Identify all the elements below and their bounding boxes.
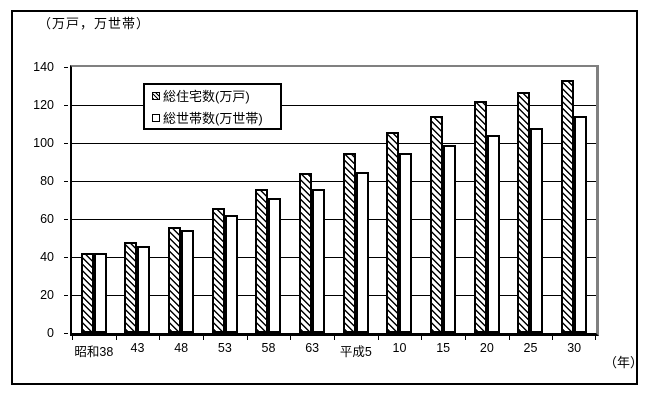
x-axis-tick-mark (159, 336, 161, 340)
y-axis-tick-label: 20 (40, 287, 54, 302)
bar-households (486, 135, 500, 333)
x-axis-category-label: 58 (261, 341, 276, 355)
x-axis-category-label: 43 (130, 341, 145, 355)
x-axis-category-label: 10 (392, 341, 407, 355)
bar-households (181, 230, 195, 333)
legend-item: 総世帯数(万世帯) (152, 108, 280, 127)
y-axis-tick-label: 80 (40, 173, 54, 188)
x-axis-category-label: 20 (479, 341, 494, 355)
y-axis-tick-mark (64, 332, 68, 334)
bar-housing (342, 152, 356, 333)
bar-households (93, 253, 107, 333)
y-axis-tick-label: 140 (33, 59, 54, 74)
bar-housing (124, 241, 138, 333)
x-axis-category-label: 63 (305, 341, 320, 355)
y-axis-tick-mark (64, 256, 68, 258)
hatched-square-icon (152, 91, 160, 100)
bar-housing (473, 101, 487, 333)
bar-group-63: 63 (290, 67, 334, 355)
legend-item: 総住宅数(万戸) (152, 86, 280, 105)
bar-group-10: 10 (378, 67, 422, 355)
bar-housing (168, 226, 182, 333)
x-axis-unit-label: （年） (604, 355, 644, 370)
y-axis-tick-label: 40 (40, 249, 54, 264)
y-axis-tick-mark (64, 66, 68, 68)
x-axis-category-label: 53 (217, 341, 232, 355)
bar-households (530, 127, 544, 333)
y-axis-tick-label: 100 (33, 135, 54, 150)
bar-group-53: 53 (203, 67, 247, 355)
bar-housing (299, 173, 313, 333)
white-square-icon (152, 113, 160, 122)
gridline-120 (72, 104, 596, 106)
y-axis-tick-mark (64, 104, 68, 106)
y-axis-tick-label: 60 (40, 211, 54, 226)
x-axis-category-label: 昭和38 (74, 345, 114, 359)
bar-group-25: 25 (509, 67, 553, 355)
bar-group-43: 43 (116, 67, 160, 355)
bar-housing (561, 80, 575, 333)
x-axis-category-label: 平成5 (339, 345, 372, 359)
x-axis-tick-mark (421, 336, 423, 340)
gridline-20 (72, 294, 596, 296)
legend: 総住宅数(万戸) 総世帯数(万世帯) (143, 83, 282, 130)
x-axis-category-label: 48 (174, 341, 189, 355)
x-axis-tick-mark (595, 336, 596, 340)
bar-group-15: 15 (421, 67, 465, 355)
legend-item-label: 総住宅数(万戸) (163, 89, 250, 104)
bar-households (574, 116, 588, 333)
bar-households (399, 152, 413, 333)
x-axis-tick-mark (72, 336, 73, 340)
x-axis-tick-mark (203, 336, 204, 340)
x-axis-category-label: 15 (436, 341, 451, 355)
x-axis-tick-mark (377, 336, 379, 340)
x-axis-tick-mark (115, 336, 117, 340)
bar-housing (386, 131, 400, 333)
y-axis-tick-label: 0 (47, 325, 54, 340)
gridline-60 (72, 218, 596, 220)
x-axis-tick-mark (290, 336, 292, 340)
bar-households (268, 198, 282, 333)
y-axis-labels: 0 20 40 60 80 100 120 140 (24, 60, 62, 340)
bar-housing (211, 207, 225, 333)
bar-housing (80, 253, 94, 333)
x-axis-category-label: 25 (523, 341, 538, 355)
bar-households (312, 188, 326, 333)
bar-group-48: 48 (159, 67, 203, 355)
bar-group-58: 58 (247, 67, 291, 355)
gridline-80 (72, 180, 596, 182)
legend-item-label: 総世帯数(万世帯) (163, 111, 263, 126)
y-axis-tick-mark (64, 294, 68, 296)
x-axis-tick-mark (334, 336, 335, 340)
y-axis-unit-label: （万戸，万世帯） (38, 16, 151, 31)
x-axis-tick-mark (465, 336, 466, 340)
bar-group-30: 30 (552, 67, 596, 355)
bar-housing (430, 116, 444, 333)
gridline-100 (72, 142, 596, 144)
bar-households (224, 215, 238, 333)
y-axis-tick-label: 120 (33, 97, 54, 112)
y-axis-tick-mark (64, 218, 68, 220)
bar-households (443, 144, 457, 333)
bar-group-平成5: 平成5 (334, 67, 378, 359)
x-axis-tick-mark (552, 336, 554, 340)
y-axis-tick-mark (64, 142, 68, 144)
bar-housing (517, 91, 531, 333)
y-axis-tick-mark (64, 180, 68, 182)
x-axis-category-label: 30 (567, 341, 582, 355)
bar-housing (255, 188, 269, 333)
bar-group-20: 20 (465, 67, 509, 355)
x-axis-tick-mark (508, 336, 510, 340)
gridline-40 (72, 256, 596, 258)
bar-households (137, 245, 151, 333)
x-axis-tick-mark (246, 336, 248, 340)
bar-group-昭和38: 昭和38 (72, 67, 116, 359)
bar-households (355, 171, 369, 333)
